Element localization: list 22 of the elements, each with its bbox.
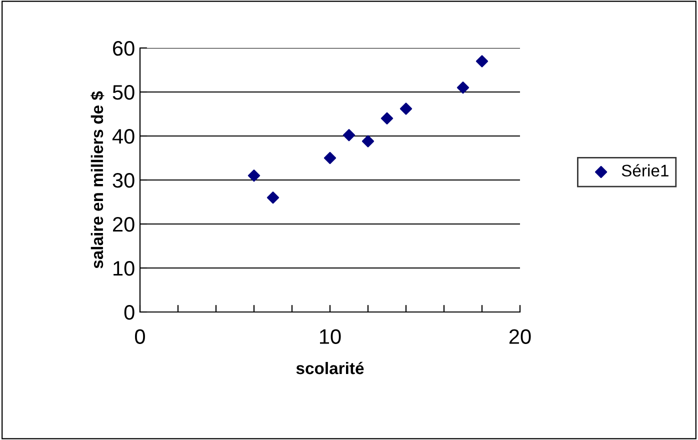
y-tick-label: 50 <box>112 85 134 100</box>
y-tick-label: 10 <box>114 261 134 276</box>
point <box>476 55 488 68</box>
x-axis-title: scolarité <box>296 362 364 374</box>
point <box>456 82 470 94</box>
x-tick-label: 10 <box>320 329 341 344</box>
point <box>362 135 374 148</box>
y-tick-label: 30 <box>112 173 134 188</box>
x-tick-label: 0 <box>135 329 145 344</box>
point <box>248 170 260 182</box>
x-tick-label: 20 <box>509 329 531 344</box>
point <box>380 112 394 124</box>
point <box>342 129 356 142</box>
y-tick-label: 60 <box>113 41 134 56</box>
y-tick-label: 20 <box>113 217 134 232</box>
point <box>324 152 336 164</box>
legend-label: Série1 <box>622 164 668 177</box>
y-axis-title: salaire en milliers de $ <box>90 91 104 268</box>
point <box>266 192 280 204</box>
y-tick-label: 0 <box>124 305 134 320</box>
point <box>400 102 412 115</box>
y-tick-label: 40 <box>112 129 134 144</box>
